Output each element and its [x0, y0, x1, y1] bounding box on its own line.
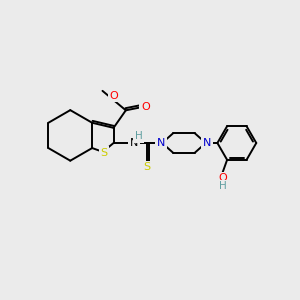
- Text: H: H: [219, 181, 227, 191]
- Text: S: S: [143, 162, 150, 172]
- Text: N: N: [202, 138, 211, 148]
- Text: N: N: [157, 138, 165, 148]
- Text: S: S: [100, 148, 107, 158]
- Text: O: O: [218, 173, 226, 183]
- Text: H: H: [135, 131, 143, 141]
- Text: N: N: [130, 138, 138, 148]
- Text: O: O: [141, 102, 150, 112]
- Text: O: O: [110, 91, 118, 101]
